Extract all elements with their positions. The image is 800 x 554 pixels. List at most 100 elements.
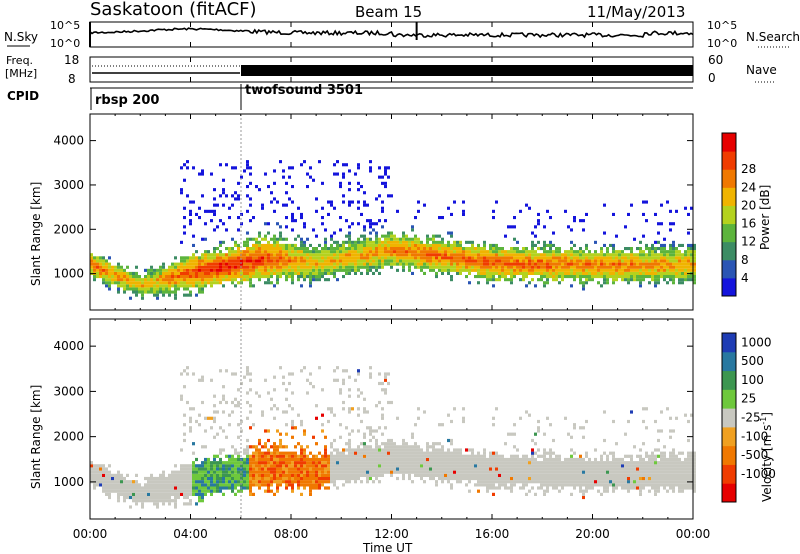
velocity-cell [375, 442, 378, 446]
power-cell [123, 268, 126, 272]
power-cell [201, 169, 204, 173]
power-cell [174, 287, 177, 291]
power-cell [636, 256, 639, 260]
freq-tick-top: 18 [64, 53, 79, 67]
power-cell [312, 178, 315, 182]
velocity-cell [198, 467, 201, 471]
power-cell [504, 278, 507, 282]
power-cell [132, 287, 135, 291]
velocity-cell [456, 461, 459, 465]
power-cell [648, 268, 651, 272]
power-cell [414, 256, 417, 260]
velocity-cell [222, 480, 225, 484]
velocity-cell [441, 473, 444, 477]
velocity-cell [231, 454, 234, 458]
power-cell [555, 271, 558, 275]
power-cell [141, 287, 144, 291]
velocity-cell [513, 432, 516, 436]
velocity-cell [426, 467, 429, 471]
power-cell [468, 262, 471, 266]
power-cell [447, 231, 450, 235]
velocity-cell [345, 470, 348, 474]
velocity-cell [357, 448, 360, 452]
velocity-cell [105, 489, 108, 493]
velocity-cell [243, 448, 246, 452]
velocity-cell [351, 448, 354, 452]
power-cell [213, 265, 216, 269]
power-cell [249, 219, 252, 223]
power-cell [672, 281, 675, 285]
power-cell [96, 275, 99, 279]
velocity-cell [270, 445, 273, 449]
power-cell [612, 256, 615, 260]
power-cell [171, 281, 174, 285]
power-cell [333, 268, 336, 272]
velocity-cell [681, 486, 684, 490]
power-cell [417, 250, 420, 254]
velocity-cell [441, 470, 444, 474]
power-cell [405, 234, 408, 238]
velocity-cell [543, 467, 546, 471]
velocity-cell [315, 476, 318, 481]
velocity-cell [471, 476, 474, 481]
velocity-cell [321, 423, 324, 427]
velocity-cell [261, 461, 264, 465]
velocity-cell [672, 464, 675, 468]
velocity-cell [186, 366, 189, 370]
velocity-cell [327, 407, 330, 411]
power-cell [489, 259, 492, 263]
power-cell [423, 265, 426, 269]
velocity-cell [195, 470, 198, 474]
power-cell [309, 284, 312, 288]
power-cell [90, 256, 93, 260]
velocity-cell [483, 448, 486, 452]
power-cell [534, 265, 537, 269]
velocity-cell [501, 483, 504, 487]
velocity-cell [369, 429, 372, 433]
power-cell [648, 262, 651, 266]
velocity-cell [648, 489, 651, 493]
power-cell [537, 259, 540, 263]
velocity-cell [315, 457, 318, 462]
power-cell [681, 262, 684, 266]
power-cell [348, 256, 351, 260]
power-cell [372, 262, 375, 266]
velocity-cell [198, 473, 201, 477]
power-cell [645, 243, 648, 247]
velocity-cell [372, 454, 375, 458]
velocity-cell [444, 461, 447, 465]
power-cell [540, 253, 543, 257]
velocity-cell [375, 404, 378, 408]
power-cell [210, 262, 213, 266]
power-cell [315, 259, 318, 263]
velocity-cell [414, 461, 417, 465]
power-cell [555, 256, 558, 260]
velocity-cell [183, 486, 186, 490]
power-cell [96, 259, 99, 263]
power-cell [453, 262, 456, 266]
velocity-cell [285, 476, 288, 481]
velocity-cell [342, 470, 345, 474]
velocity-cell [522, 454, 525, 458]
power-cell [315, 262, 318, 266]
velocity-cell [534, 432, 537, 436]
power-cell [318, 250, 321, 254]
power-cell [168, 268, 171, 272]
velocity-cell [303, 457, 306, 462]
velocity-cell [558, 470, 561, 474]
velocity-cell [297, 467, 300, 471]
power-cell [114, 275, 117, 279]
power-cell [669, 262, 672, 266]
power-cell [522, 256, 525, 260]
power-cell [546, 265, 549, 269]
power-cell [621, 259, 624, 263]
power-cell [300, 268, 303, 272]
velocity-cell [675, 454, 678, 458]
power-cell [654, 256, 657, 260]
power-cell [225, 265, 228, 269]
power-cell [117, 265, 120, 269]
velocity-cell [522, 483, 525, 487]
power-cell [474, 247, 477, 251]
velocity-cell [258, 464, 261, 468]
power-cell [549, 250, 552, 254]
